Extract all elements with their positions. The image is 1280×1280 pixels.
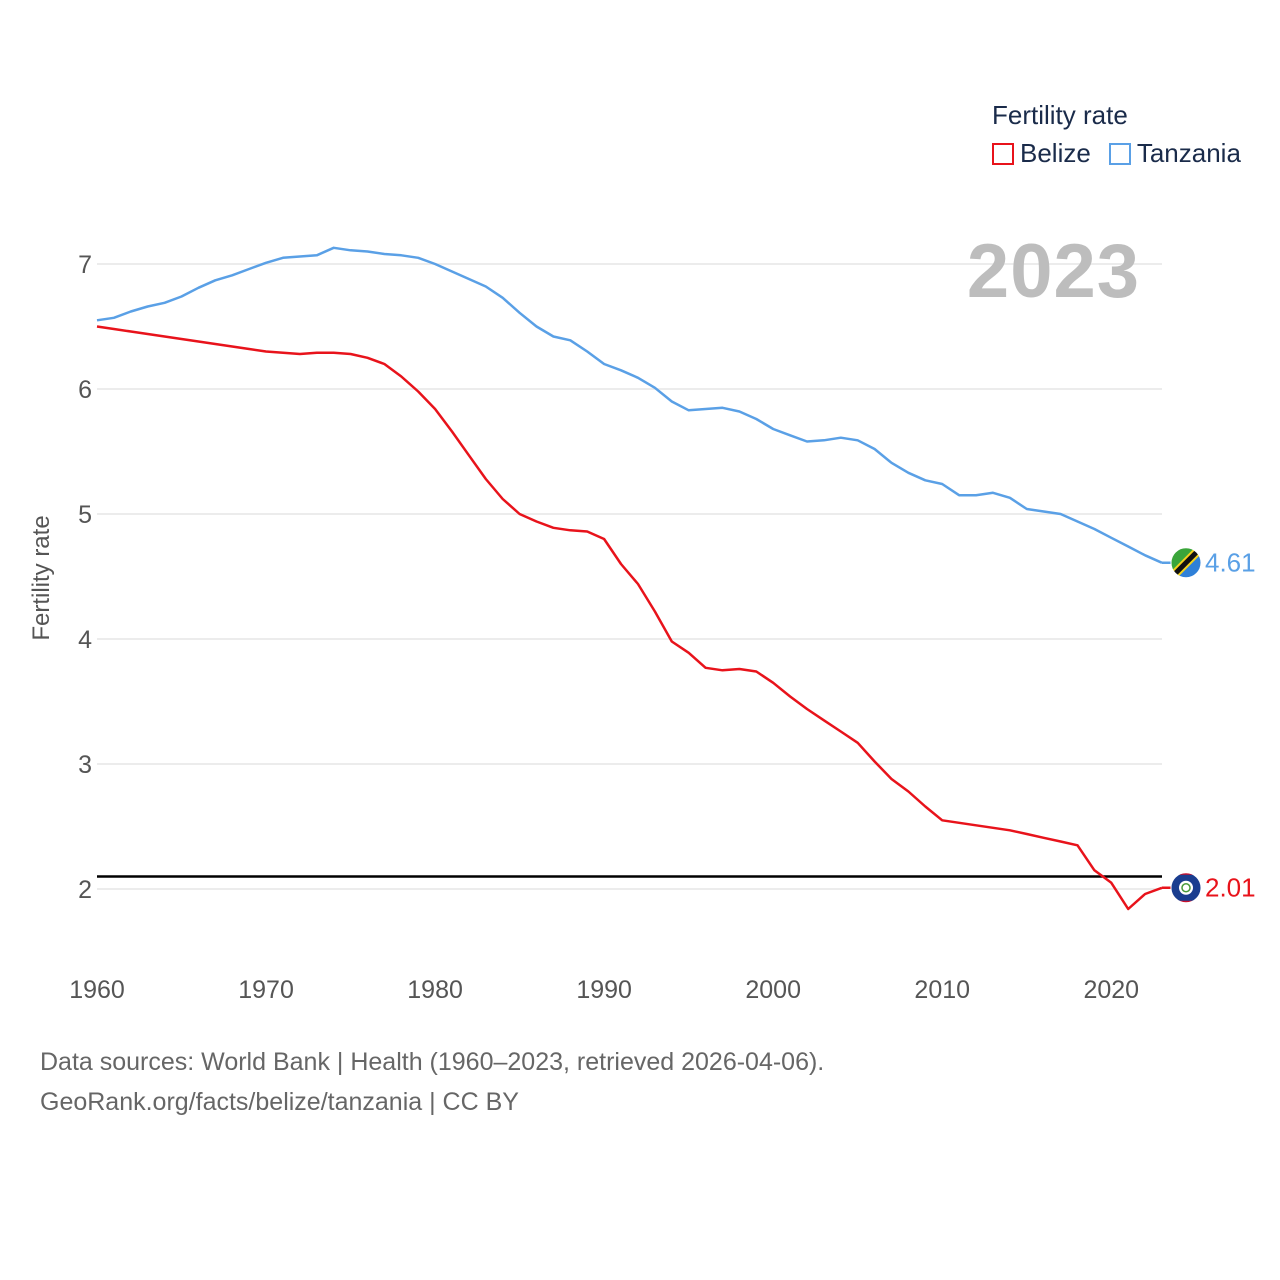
legend-swatch-belize bbox=[992, 142, 1014, 165]
x-tick-label: 1990 bbox=[576, 976, 632, 1004]
legend-swatch-tanzania bbox=[1108, 142, 1131, 165]
series-layer bbox=[96, 246, 1163, 911]
tick-label-layer: 2 3 4 5 6 7 1960 1970 1980 1990 2000 2010 2020 bbox=[69, 251, 1139, 1004]
year-display: 2023 bbox=[966, 229, 1140, 314]
legend-title: Fertility rate bbox=[992, 100, 1128, 130]
legend-item-belize[interactable]: Belize bbox=[992, 138, 1091, 169]
end-label-belize: 2.01 bbox=[1205, 872, 1256, 903]
legend-label-belize: Belize bbox=[1020, 138, 1091, 168]
x-tick-label: 1960 bbox=[69, 976, 125, 1004]
flag-marker-layer bbox=[1162, 547, 1202, 904]
legend-items: Belize Tanzania bbox=[992, 138, 1259, 169]
end-label-tanzania: 4.61 bbox=[1205, 547, 1256, 578]
x-tick-label: 2010 bbox=[914, 976, 970, 1004]
belize-flag-icon bbox=[1170, 872, 1202, 904]
legend-item-tanzania[interactable]: Tanzania bbox=[1108, 138, 1241, 169]
y-tick-label: 6 bbox=[78, 376, 92, 404]
y-tick-label: 4 bbox=[78, 626, 92, 654]
x-tick-label: 1980 bbox=[407, 976, 463, 1004]
y-tick-label: 7 bbox=[78, 251, 92, 279]
x-tick-label: 1970 bbox=[238, 976, 294, 1004]
footer-sources: Data sources: World Bank | Health (1960–… bbox=[40, 1048, 825, 1076]
y-tick-label: 5 bbox=[78, 501, 92, 529]
tanzania-flag-icon bbox=[1170, 547, 1202, 579]
y-tick-label: 3 bbox=[78, 751, 92, 779]
y-tick-label: 2 bbox=[78, 876, 92, 904]
x-tick-label: 2000 bbox=[745, 976, 801, 1004]
series-line-tanzania[interactable] bbox=[96, 246, 1163, 564]
legend-label-tanzania: Tanzania bbox=[1136, 138, 1241, 168]
series-line-belize[interactable] bbox=[96, 325, 1163, 911]
footer-link[interactable]: GeoRank.org/facts/belize/tanzania | CC B… bbox=[40, 1088, 519, 1116]
footer: Data sources: World Bank | Health (1960–… bbox=[40, 1042, 824, 1122]
grid-layer bbox=[97, 263, 1162, 890]
y-axis-label: Fertility rate bbox=[28, 515, 55, 641]
x-tick-label: 2020 bbox=[1083, 976, 1139, 1004]
legend: Fertility rate Belize Tanzania bbox=[992, 98, 1259, 169]
